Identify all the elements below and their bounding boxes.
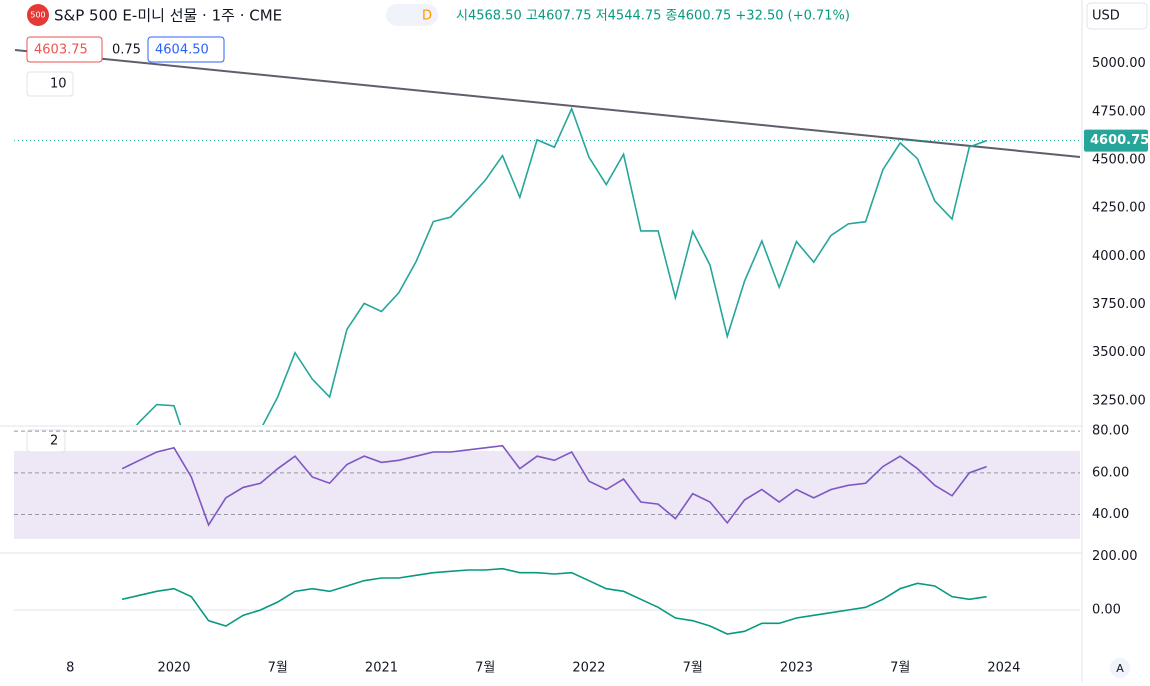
y-tick-label: 4500.00 [1092, 153, 1146, 168]
x-tick-label: 7월 [475, 661, 495, 676]
y-tick-label: 40.00 [1092, 507, 1129, 522]
trend-line [14, 49, 1081, 158]
y-tick-label: 4000.00 [1092, 249, 1146, 264]
logo [27, 4, 49, 26]
x-tick-label: 2023 [780, 661, 813, 676]
x-tick-label: 2024 [987, 661, 1020, 676]
visible-count: 10 [50, 77, 67, 92]
x-tick-label: 7월 [268, 661, 288, 676]
symbol-title: S&P 500 E-미니 선물 · 1주 · CME [54, 7, 282, 25]
sell-button[interactable] [26, 36, 103, 63]
series-line [135, 106, 987, 425]
auto-button[interactable] [1110, 658, 1130, 678]
y-tick-label: 60.00 [1092, 465, 1129, 480]
y-tick-label: 200.00 [1092, 549, 1138, 564]
x-tick-label: 2021 [365, 661, 398, 676]
spread: 0.75 [112, 43, 141, 58]
y-tick-label: 5000.00 [1092, 56, 1146, 71]
ask: 4604.50 [155, 43, 209, 58]
rsi-band [14, 451, 1080, 539]
price-tag [1084, 129, 1148, 152]
currency-button[interactable] [1086, 2, 1148, 30]
y-tick-label: 3500.00 [1092, 345, 1146, 360]
y-tick-label: 3250.00 [1092, 393, 1146, 408]
logo-text: 500 [30, 11, 45, 20]
auto: A [1116, 662, 1124, 675]
rsi-collapse[interactable] [26, 429, 66, 453]
price-tag-label: 4600.75 [1090, 133, 1149, 148]
buy-button[interactable] [147, 36, 225, 63]
x-tick-label: 8 [66, 661, 74, 676]
y-tick-label: 4250.00 [1092, 201, 1146, 216]
series-line [121, 444, 987, 527]
pane [135, 106, 987, 425]
pane [14, 430, 1080, 527]
y-tick-label: 4750.00 [1092, 104, 1146, 119]
y-tick-label: 0.00 [1092, 603, 1121, 618]
x-tick-label: 7월 [683, 661, 703, 676]
currency: USD [1092, 9, 1120, 24]
y-tick-label: 3750.00 [1092, 297, 1146, 312]
badge: D [422, 9, 432, 24]
series-line [121, 567, 987, 635]
x-tick-label: 2022 [572, 661, 605, 676]
x-tick-label: 7월 [890, 661, 910, 676]
badge-box[interactable] [386, 4, 438, 26]
pane [14, 567, 1080, 635]
collapse-button[interactable] [26, 71, 74, 97]
bid: 4603.75 [34, 43, 88, 58]
rsi-count: 2 [50, 434, 58, 449]
x-tick-label: 2020 [157, 661, 190, 676]
y-tick-label: 80.00 [1092, 424, 1129, 439]
ohlc: 시4568.50 고4607.75 저4544.75 종4600.75 +32.… [456, 9, 850, 24]
